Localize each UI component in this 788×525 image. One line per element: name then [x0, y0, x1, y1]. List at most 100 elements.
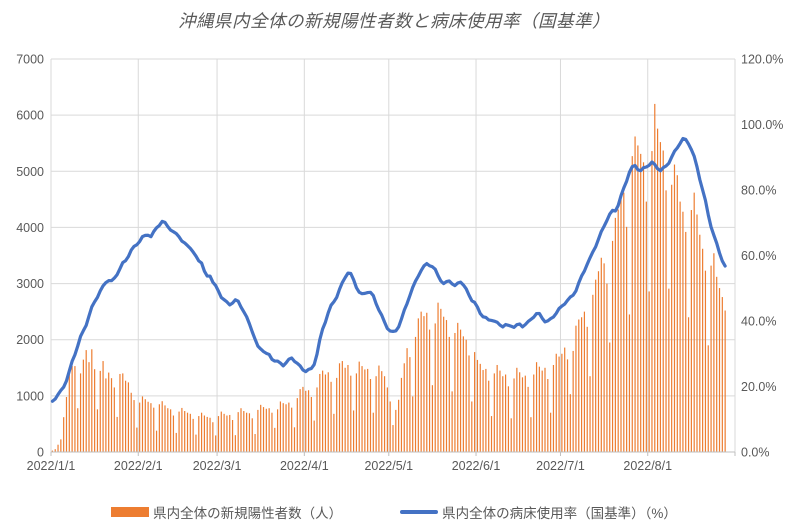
case-bar [623, 192, 625, 452]
case-bar [631, 156, 633, 452]
case-bar [378, 365, 380, 452]
case-bar [490, 416, 493, 452]
right-axis-tick-label: 60.0% [741, 249, 776, 263]
x-axis-tick-label: 2022/8/1 [623, 459, 672, 473]
case-bar [713, 253, 715, 452]
case-bar [341, 361, 343, 452]
case-bar [246, 412, 248, 452]
case-bar [440, 308, 442, 452]
right-axis-tick-label: 100.0% [741, 118, 783, 132]
case-bar [609, 342, 611, 452]
case-bar [398, 399, 400, 452]
case-bar [704, 270, 707, 452]
left-axis-tick-label: 0 [37, 446, 44, 460]
case-bar [656, 128, 659, 452]
case-bar [88, 362, 90, 452]
case-bar [231, 420, 234, 452]
case-bar [451, 391, 453, 452]
case-bar [409, 357, 411, 452]
case-bar [459, 329, 462, 452]
case-bar [276, 409, 279, 452]
usage-line [50, 136, 727, 403]
case-bar [54, 449, 56, 452]
left-axis-tick-label: 7000 [16, 53, 44, 67]
legend-label-cases: 県内全体の新規陽性者数（人） [153, 506, 343, 521]
case-bar [603, 263, 605, 452]
case-bar [572, 350, 574, 452]
case-bar [99, 370, 101, 452]
case-bar [510, 418, 512, 452]
case-bar [710, 265, 712, 452]
case-bar [600, 257, 602, 452]
case-bar [141, 396, 144, 452]
case-bar [716, 276, 718, 452]
case-bar [198, 416, 200, 452]
case-bar [344, 367, 346, 452]
case-bar [108, 372, 110, 452]
case-bar [558, 356, 560, 452]
case-bar [696, 214, 698, 452]
case-bar [389, 401, 391, 452]
case-bar [693, 192, 695, 452]
case-bar [237, 412, 239, 452]
case-bar [482, 370, 484, 452]
case-bar [400, 377, 403, 452]
case-bar [488, 380, 490, 452]
case-bar [234, 435, 236, 452]
case-bar [215, 435, 217, 452]
case-bar [651, 151, 653, 452]
legend-label-usage: 県内全体の病床使用率（国基準）（%） [442, 506, 677, 521]
case-bar [130, 392, 132, 452]
case-bar [504, 374, 507, 452]
case-bar [583, 311, 586, 452]
case-bar [74, 366, 76, 452]
right-axis-tick-label: 120.0% [741, 53, 783, 67]
case-bar [147, 401, 149, 452]
case-bar [679, 201, 681, 452]
case-bar [637, 145, 639, 452]
case-bar [293, 427, 296, 452]
case-bar [257, 409, 259, 452]
case-bar [105, 378, 107, 452]
case-bar [288, 402, 290, 452]
case-bar [254, 434, 256, 452]
right-axis-tick-label: 20.0% [741, 380, 776, 394]
case-bar [533, 374, 535, 452]
case-bar [457, 322, 459, 452]
case-bar [454, 332, 456, 452]
case-bar [265, 408, 267, 452]
case-bar [178, 411, 180, 452]
case-bar [611, 240, 614, 452]
case-bar [316, 387, 318, 452]
case-bar [392, 425, 394, 452]
case-bar [428, 329, 431, 452]
case-bar [403, 363, 405, 452]
case-bar [333, 413, 335, 452]
case-bar [437, 302, 439, 452]
case-bar [170, 409, 172, 452]
case-bar [381, 371, 383, 452]
chart-title: 沖縄県内全体の新規陽性者数と病床使用率（国基準） [178, 11, 610, 31]
left-axis-tick-label: 5000 [16, 165, 44, 179]
case-bar [547, 379, 549, 452]
case-bar [355, 373, 358, 452]
case-bar [479, 363, 481, 452]
case-bar [319, 373, 321, 452]
case-bar [395, 409, 397, 452]
x-axis-tick-label: 2022/2/1 [114, 459, 163, 473]
case-bar [431, 385, 434, 452]
case-bar [544, 367, 546, 452]
left-axis-tick-label: 4000 [16, 221, 44, 235]
case-bar [209, 417, 211, 452]
case-bar [364, 369, 366, 452]
case-bar [203, 415, 206, 452]
case-bar [133, 400, 135, 452]
case-bar [448, 336, 450, 452]
case-bar [206, 416, 208, 452]
case-bar [195, 434, 197, 452]
case-bar [338, 363, 341, 452]
case-bar [555, 353, 557, 452]
case-bar [383, 376, 386, 452]
case-bar [96, 409, 99, 452]
case-bar [606, 283, 608, 452]
